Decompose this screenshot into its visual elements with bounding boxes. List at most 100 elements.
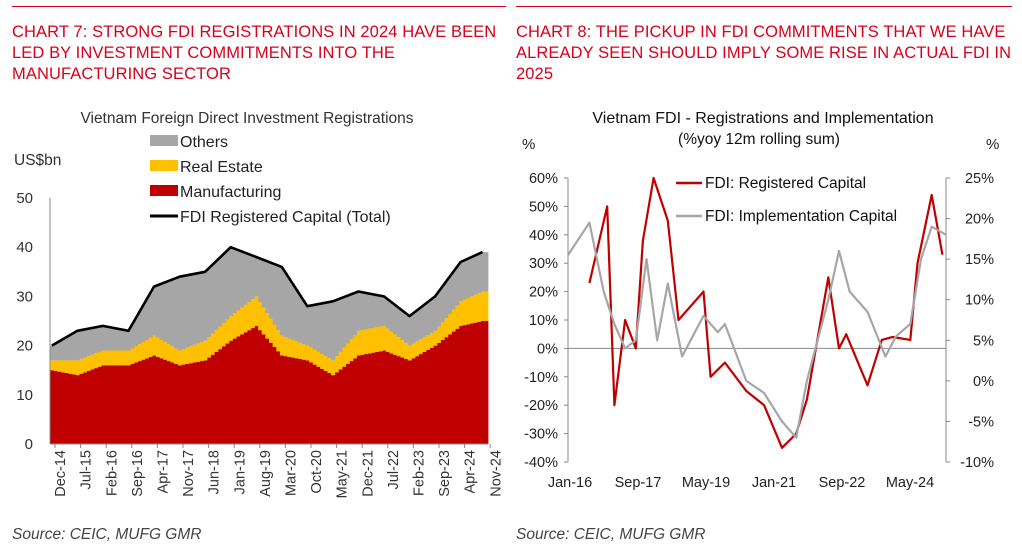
chart7-bar-others [148,292,153,338]
chart7-bar-real-estate [254,296,259,326]
chart7-bar-others [50,345,55,361]
chart8-ytick-left-40: 40% [529,228,558,244]
chart8-title: Vietnam FDI - Registrations and Implemen… [592,110,933,127]
chart7-xtick-Oct-20: Oct-20 [309,450,325,494]
chart7-bar-manufacturing [352,358,357,444]
chart7-bar-real-estate [352,335,357,359]
chart7-bar-others [323,302,328,357]
chart7-bar-others [60,339,65,361]
chart7-bar-real-estate [71,360,76,375]
chart7-bar-real-estate [137,344,142,362]
chart7-bar-others [163,282,168,343]
chart7-bar-others [217,257,222,327]
chart7-bar-others [484,252,489,292]
chart7-xtick-Jul-22: Jul-22 [386,450,402,490]
chart7-bar-real-estate [104,350,109,366]
chart7-bar-real-estate [93,353,98,369]
chart8-ytick-left-20: -20% [524,398,558,414]
chart7-bar-manufacturing [367,353,372,444]
chart7-bar-others [298,294,303,343]
chart7-bar-others [440,286,445,323]
chart7-bar-real-estate [236,310,241,337]
chart7-bar-others [447,276,452,314]
chart7-bar-real-estate [90,354,95,370]
chart7-bar-manufacturing [210,354,215,444]
chart8-ytick-right-10: 10% [965,293,994,309]
chart7-bar-others [356,291,361,331]
chart7-bar-manufacturing [185,363,190,444]
chart7-bar-others [458,261,463,302]
chart7-legend-swatch-real-estate [150,160,178,171]
chart7-bar-real-estate [265,313,270,339]
chart7-bar-others [123,330,128,351]
chart7-bar-others [290,283,295,340]
chart7-bar-others [71,332,76,361]
chart7-legend-manufacturing: Manufacturing [180,184,281,201]
chart7-bar-real-estate [418,339,423,355]
chart7-bar-others [133,318,138,347]
chart7-bar-real-estate [75,360,80,376]
chart7-bar-others [250,255,255,300]
chart7-bar-others [53,343,58,361]
chart7-legend-fdi-registered-capital-total: FDI Registered Capital (Total) [180,209,391,226]
chart7-bar-manufacturing [363,354,368,444]
chart7-bar-others [115,328,120,351]
chart7-bar-real-estate [192,344,197,363]
chart7-bar-real-estate [440,322,445,340]
chart7-bar-manufacturing [250,328,255,444]
chart7-bar-manufacturing [221,346,226,444]
chart7-bar-manufacturing [415,356,420,444]
chart7-bar-others [141,305,146,343]
chart7-bar-manufacturing [75,375,80,444]
chart7-bar-manufacturing [166,361,171,444]
chart7-bar-manufacturing [480,321,485,444]
chart7-bar-manufacturing [130,363,135,444]
chart7-bar-manufacturing [422,351,427,444]
chart7-bar-manufacturing [152,355,157,444]
chart7-bar-manufacturing [60,372,65,444]
chart7-bar-manufacturing [378,351,383,444]
chart7-bar-manufacturing [57,371,62,444]
chart8-ytick-right-0: 0% [973,374,994,390]
chart8-source: Source: CEIC, MUFG GMR [516,526,706,543]
chart7-bar-manufacturing [331,375,336,444]
chart7-bar-manufacturing [484,321,489,444]
chart7-bar-real-estate [411,343,416,359]
chart7-bar-manufacturing [309,362,314,444]
chart7-bar-manufacturing [301,359,306,444]
chart7-bar-manufacturing [177,365,182,444]
chart7-bar-real-estate [210,333,215,355]
chart7-bar-real-estate [199,342,204,362]
chart8-ytick-right-5: 5% [973,333,994,349]
chart7-bar-others [188,274,193,347]
chart7-bar-others [64,337,69,361]
chart7-bar-manufacturing [436,342,441,444]
chart8-ytick-left-40: -40% [524,455,558,471]
chart7-bar-real-estate [181,349,186,365]
chart7-bar-real-estate [188,346,193,364]
chart7-bar-manufacturing [385,351,390,444]
chart7-bar-manufacturing [334,372,339,444]
chart7-bar-manufacturing [159,358,164,444]
chart7-xtick-Aug-19: Aug-19 [258,450,274,497]
chart7-bar-others [57,341,62,361]
chart7-bar-manufacturing [104,365,109,444]
chart7-area-others [50,247,489,361]
chart7-bar-others [283,272,288,338]
chart7-bar-real-estate [203,340,208,361]
chart7-stacked-areas [50,247,489,444]
chart7-ytick-30: 30 [16,288,33,305]
chart7-bar-real-estate [196,343,201,362]
chart7-bar-manufacturing [298,358,303,444]
chart7-bar-others [265,261,270,314]
chart7-bar-others [389,302,394,332]
chart7-bar-manufacturing [425,349,430,444]
chart7-bar-real-estate [331,360,336,376]
chart7-bar-others [97,326,102,352]
chart7-bar-real-estate [396,337,401,357]
chart7-bar-real-estate [371,328,376,353]
chart7-bar-manufacturing [119,365,124,444]
chart7-bar-manufacturing [473,322,478,444]
chart7-bar-others [385,299,390,329]
chart7-bar-manufacturing [126,365,131,444]
